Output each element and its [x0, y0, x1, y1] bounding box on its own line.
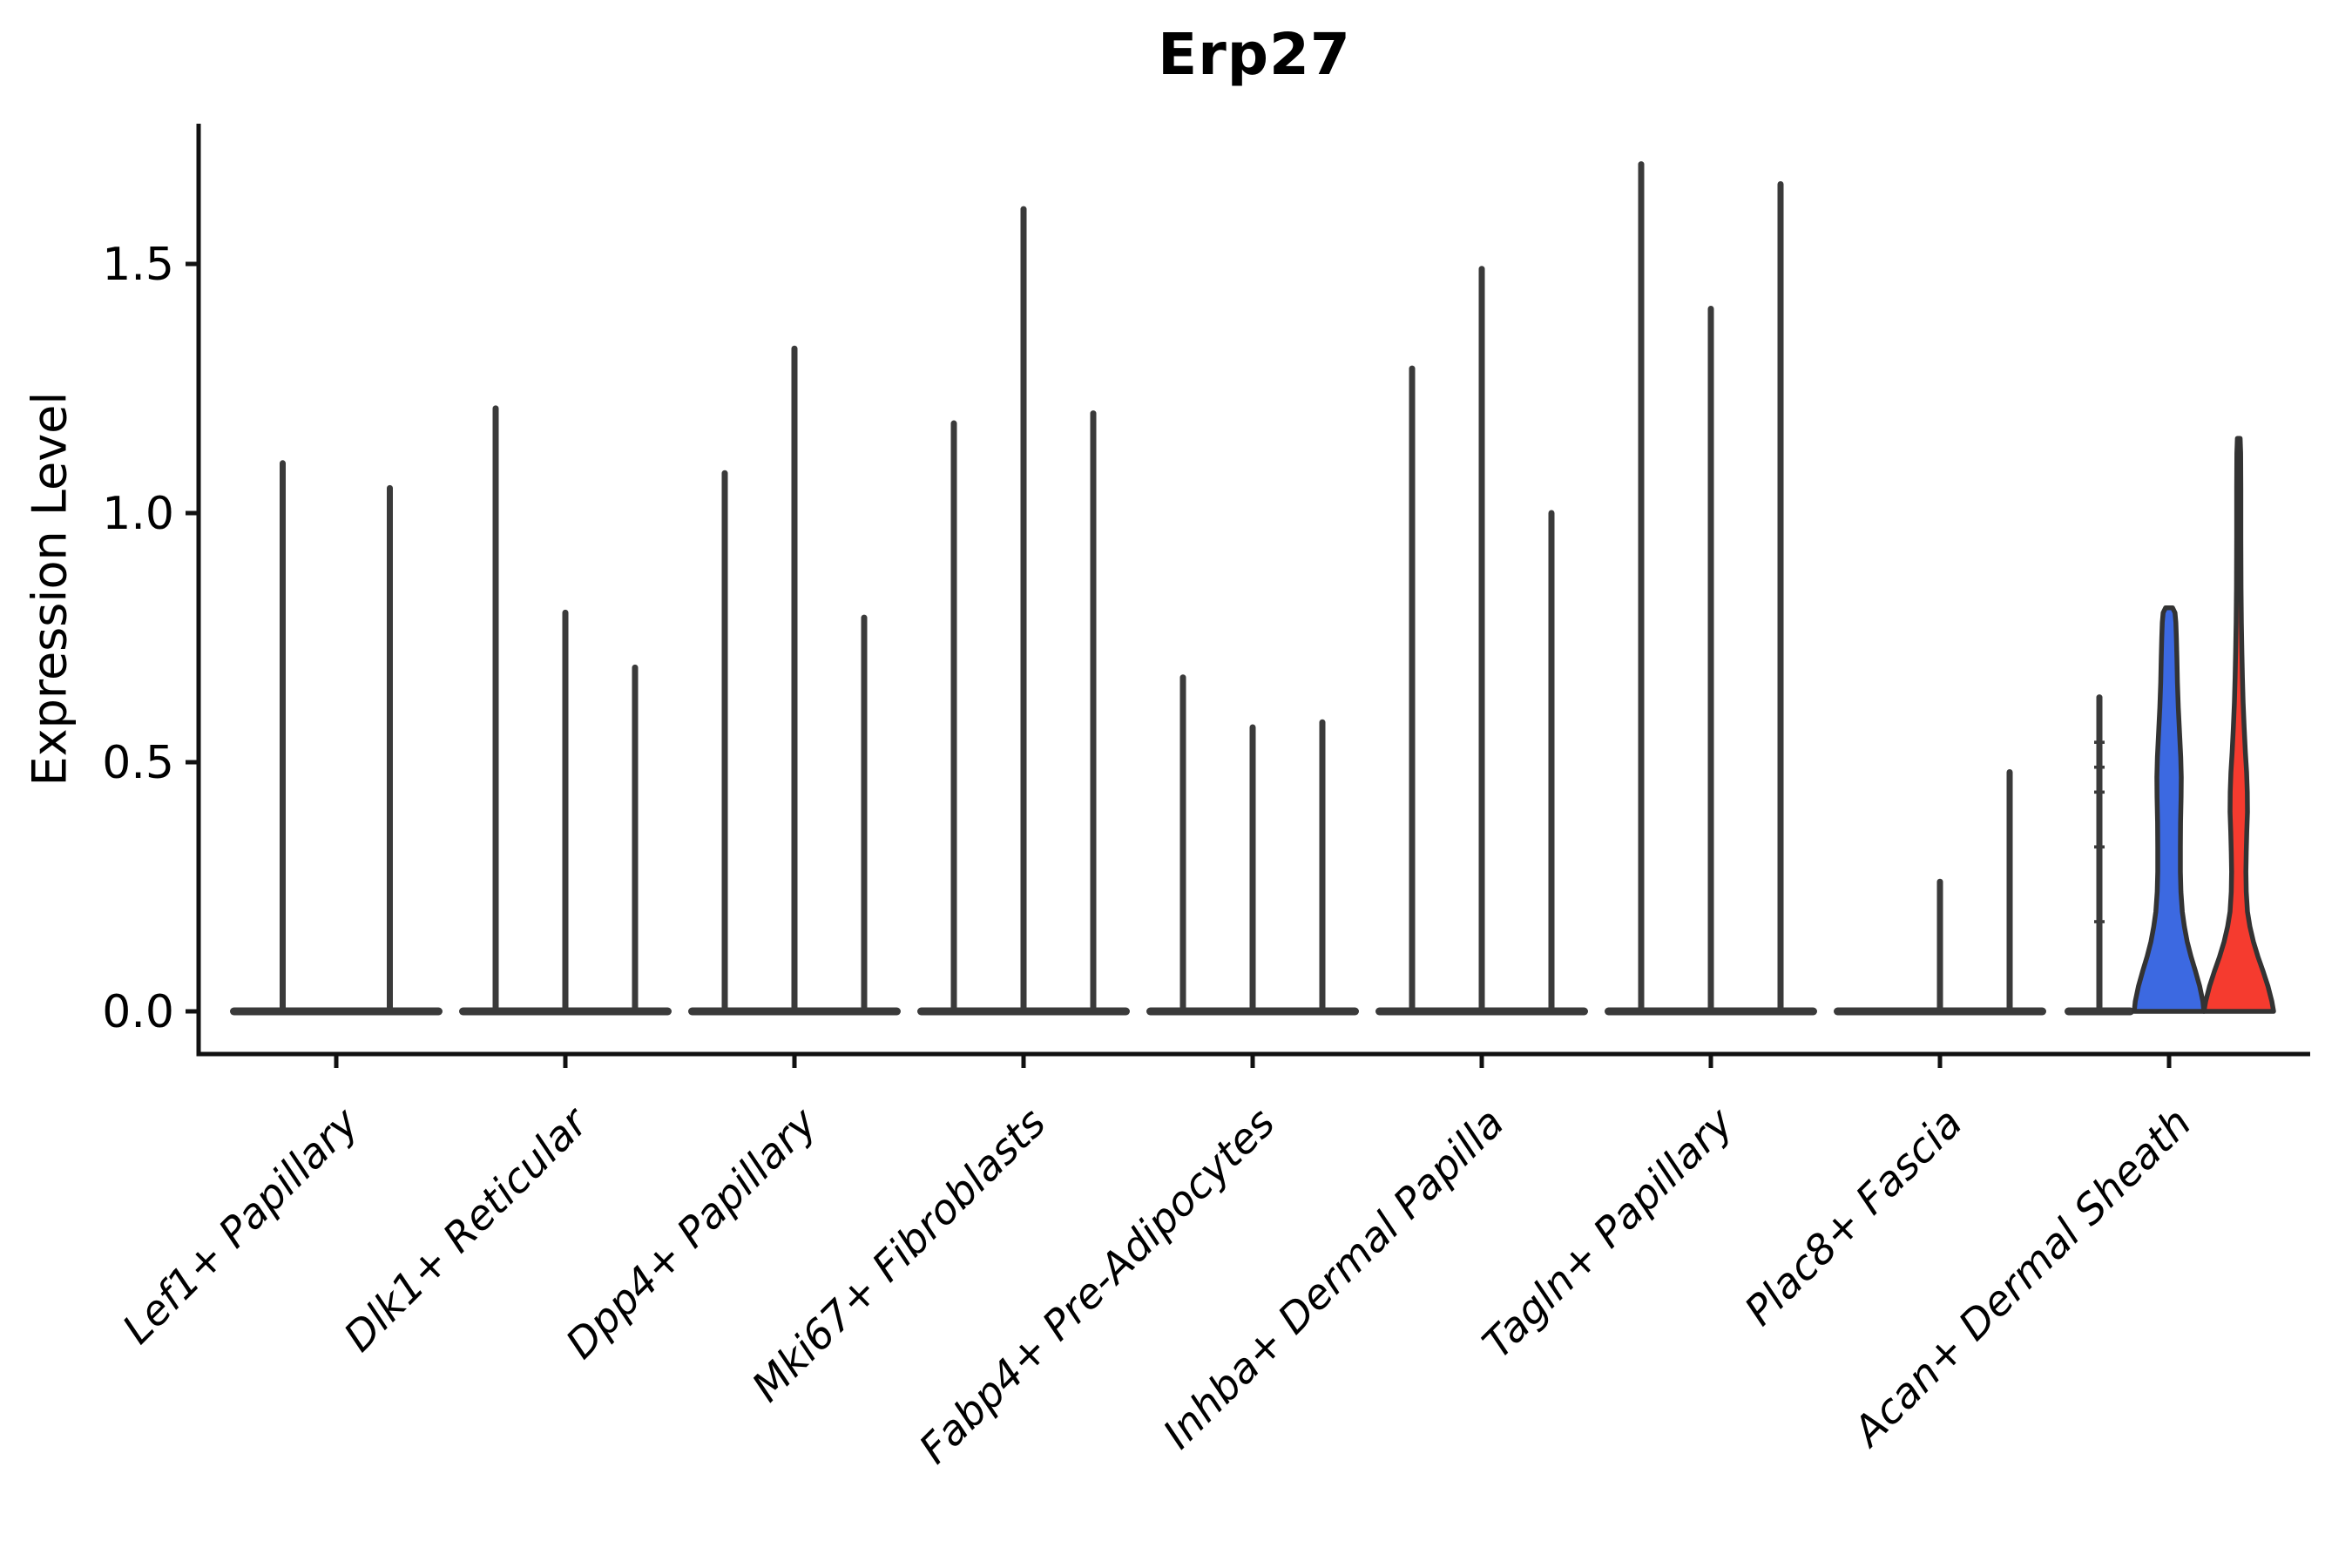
y-tick-label: 0.5: [102, 737, 174, 789]
y-tick-label: 1.0: [102, 488, 174, 540]
y-tick-label: 0.0: [102, 986, 174, 1038]
x-tick-label: Tagln+ Papillary: [1474, 1098, 1744, 1369]
violin-spike-mark: [2094, 765, 2105, 769]
x-tick-label: Lef1+ Papillary: [113, 1098, 368, 1354]
plot-title: Erp27: [1158, 21, 1351, 88]
x-tick-label: Dpp4+ Papillary: [557, 1098, 827, 1369]
violin-base: [230, 1007, 443, 1016]
violin-spike-mark: [2094, 845, 2105, 849]
violin-spike-mark: [2094, 740, 2105, 744]
violin-spike-mark: [2094, 790, 2105, 794]
violin-body-red: [2201, 436, 2276, 1014]
violin-spike-mark: [2094, 920, 2105, 923]
violin-body-blue: [2132, 605, 2207, 1014]
x-tick-label: Dlk1+ Reticular: [335, 1098, 599, 1362]
x-tick-label: Plac8+ Fascia: [1735, 1099, 1971, 1335]
y-tick-label: 1.5: [102, 239, 174, 291]
